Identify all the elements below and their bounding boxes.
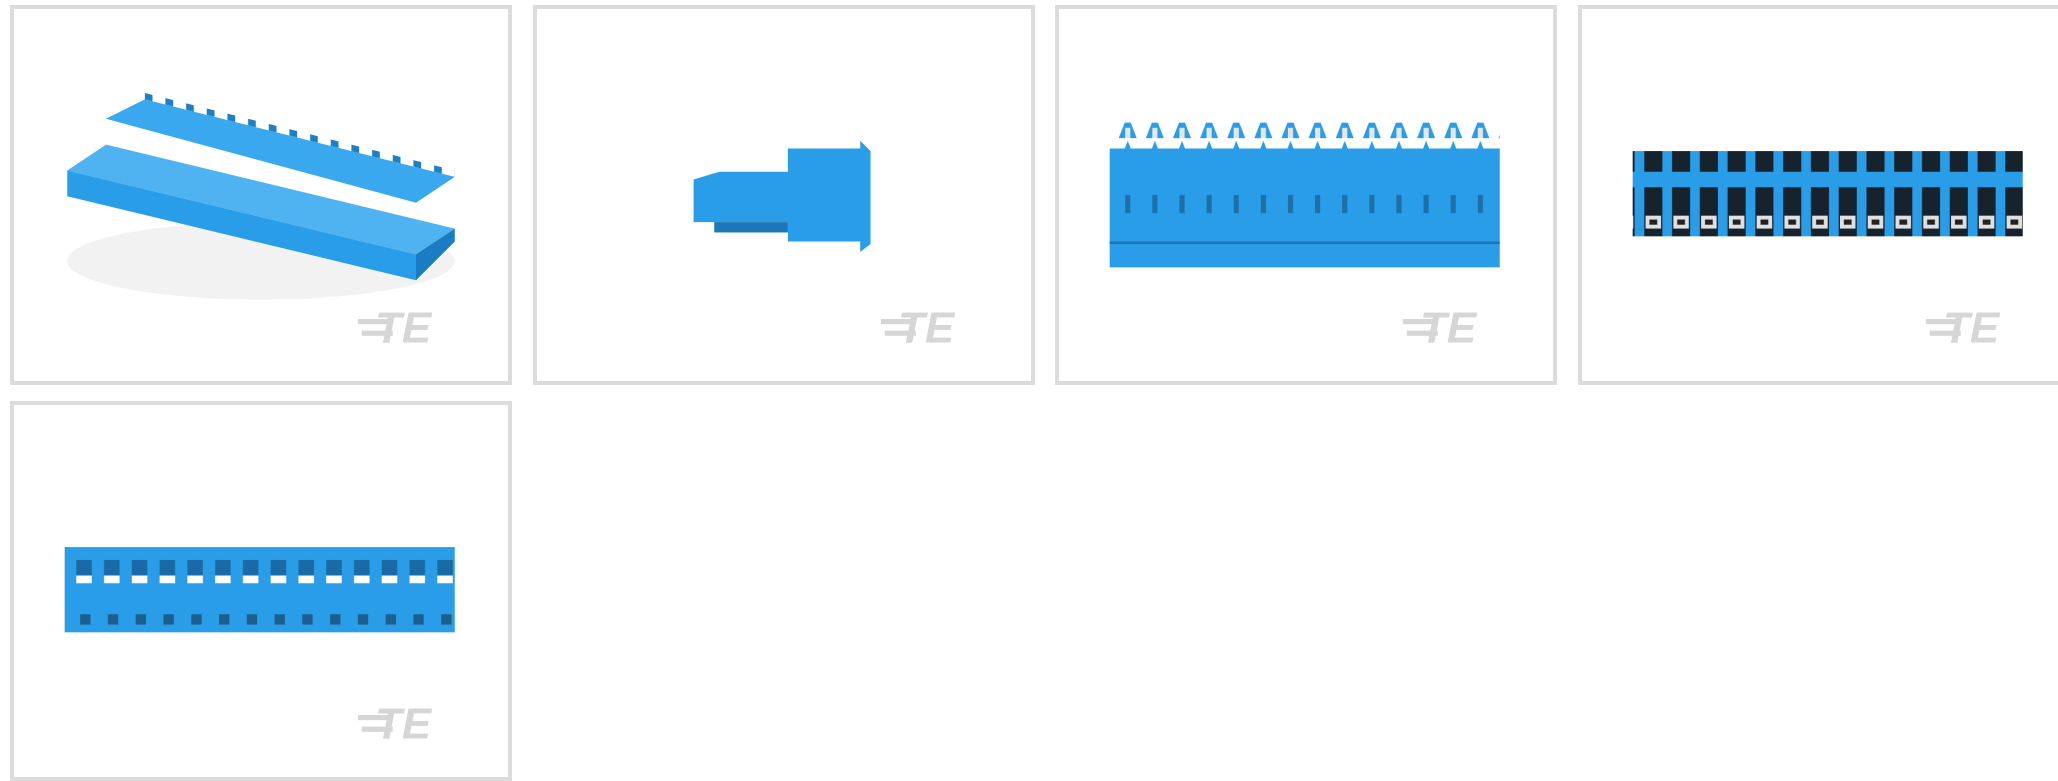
- product-image: TE: [1582, 9, 2058, 381]
- brand-logo: TE: [375, 699, 433, 748]
- thumbnail[interactable]: TE: [533, 5, 1035, 385]
- logo-line: [362, 331, 393, 336]
- connector-body: [694, 172, 791, 222]
- logo-line: [362, 727, 393, 732]
- logo-line: [1403, 319, 1434, 324]
- logo-line: [358, 319, 389, 324]
- logo-line: [1407, 331, 1438, 336]
- logo-line: [881, 319, 912, 324]
- thumbnail[interactable]: TE: [1578, 5, 2058, 385]
- connector-latch: [860, 141, 870, 252]
- connector-teeth: [1110, 123, 1500, 149]
- connector-slots: [1110, 190, 1500, 218]
- brand-logo: TE: [898, 303, 956, 352]
- connector-edge: [1110, 242, 1500, 245]
- gallery-page: TE TE TE TE TE (() => { const data = JSO…: [0, 0, 2058, 774]
- product-image: TE: [14, 405, 508, 777]
- thumbnail[interactable]: TE: [10, 401, 512, 781]
- logo-line: [1930, 331, 1961, 336]
- logo-line: [1926, 319, 1957, 324]
- connector-head: [788, 149, 863, 242]
- brand-logo: TE: [375, 303, 433, 352]
- connector-base: [714, 222, 788, 232]
- logo-line: [358, 715, 389, 720]
- thumbnail[interactable]: TE: [1055, 5, 1557, 385]
- product-image: TE: [537, 9, 1031, 381]
- connector-body: [65, 547, 455, 632]
- brand-logo: TE: [1943, 303, 2001, 352]
- logo-line: [885, 331, 916, 336]
- connector-body: [1633, 151, 2023, 236]
- product-image: TE: [1059, 9, 1553, 381]
- brand-logo: TE: [1420, 303, 1478, 352]
- thumbnail[interactable]: TE: [10, 5, 512, 385]
- product-image: TE: [14, 9, 508, 381]
